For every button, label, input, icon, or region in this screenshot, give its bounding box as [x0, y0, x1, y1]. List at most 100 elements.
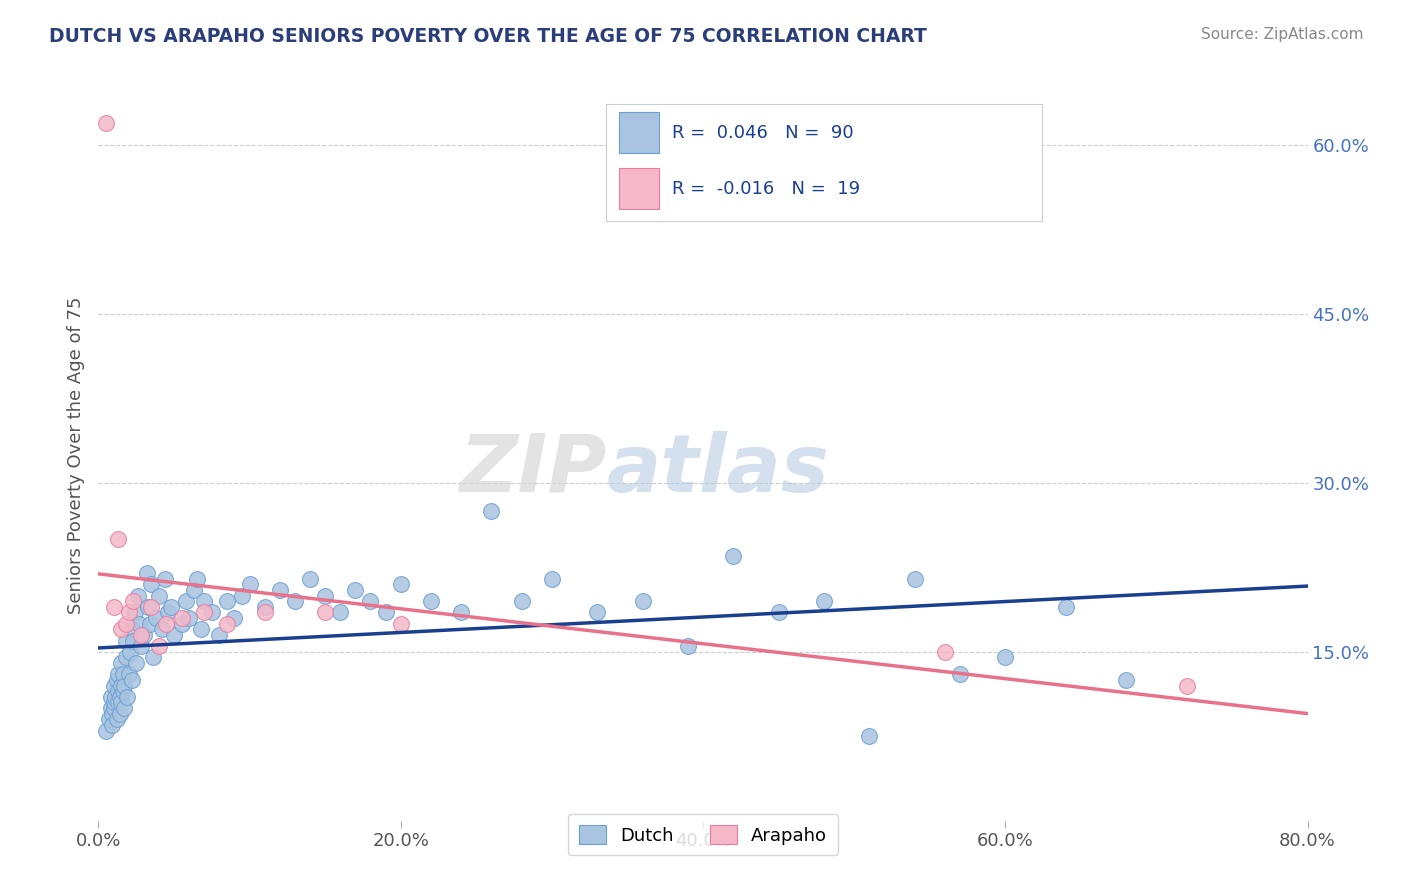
Point — [107, 696, 129, 710]
Point — [170, 616, 193, 631]
Point — [510, 594, 533, 608]
Point — [904, 572, 927, 586]
Point — [100, 690, 122, 704]
Point — [135, 566, 157, 580]
Point — [344, 582, 367, 597]
Y-axis label: Seniors Poverty Over the Age of 75: Seniors Poverty Over the Age of 75 — [66, 296, 84, 614]
Point — [103, 701, 125, 715]
Point — [269, 582, 291, 597]
Point — [108, 690, 131, 704]
Point — [145, 611, 167, 625]
Point — [141, 599, 163, 614]
Point — [631, 594, 654, 608]
Point — [170, 611, 193, 625]
Point — [111, 667, 134, 681]
Point — [215, 616, 238, 631]
Point — [94, 723, 117, 738]
Point — [934, 645, 956, 659]
Point — [253, 606, 276, 620]
Text: Source: ZipAtlas.com: Source: ZipAtlas.com — [1201, 27, 1364, 42]
Point — [540, 572, 562, 586]
Point — [231, 589, 253, 603]
Point — [994, 650, 1017, 665]
Point — [142, 650, 165, 665]
Point — [723, 549, 745, 564]
Point — [163, 628, 186, 642]
Point — [156, 606, 179, 620]
Point — [127, 589, 149, 603]
Point — [253, 599, 276, 614]
Point — [160, 599, 183, 614]
Point — [112, 679, 135, 693]
Point — [136, 599, 159, 614]
Point — [122, 594, 145, 608]
Point — [193, 594, 215, 608]
Point — [150, 623, 173, 637]
Point — [105, 712, 128, 726]
Point — [129, 639, 152, 653]
Point — [107, 667, 129, 681]
Point — [101, 718, 124, 732]
Point — [329, 606, 352, 620]
Point — [128, 616, 150, 631]
Text: ZIP: ZIP — [458, 431, 606, 508]
Point — [768, 606, 790, 620]
Point — [121, 623, 143, 637]
Point — [813, 594, 835, 608]
Point — [389, 616, 412, 631]
Point — [314, 589, 336, 603]
Point — [103, 696, 125, 710]
Point — [1175, 679, 1198, 693]
Point — [208, 628, 231, 642]
Point — [100, 701, 122, 715]
Point — [858, 729, 880, 743]
Point — [481, 504, 503, 518]
Point — [586, 606, 609, 620]
Point — [115, 690, 138, 704]
Point — [124, 606, 146, 620]
Legend: Dutch, Arapaho: Dutch, Arapaho — [568, 814, 838, 855]
Point — [107, 684, 129, 698]
Point — [103, 679, 125, 693]
Point — [193, 606, 215, 620]
Point — [110, 656, 132, 670]
Point — [389, 577, 412, 591]
Point — [110, 696, 132, 710]
Point — [120, 645, 142, 659]
Point — [676, 639, 699, 653]
Point — [110, 623, 132, 637]
Point — [101, 706, 124, 721]
Point — [114, 633, 136, 648]
Point — [1054, 599, 1077, 614]
Point — [239, 577, 262, 591]
Point — [174, 594, 197, 608]
Point — [112, 701, 135, 715]
Point — [114, 616, 136, 631]
Point — [420, 594, 443, 608]
Point — [103, 599, 125, 614]
Point — [108, 706, 131, 721]
Point — [949, 667, 972, 681]
Point — [132, 628, 155, 642]
Point — [148, 639, 170, 653]
Point — [224, 611, 246, 625]
Point — [110, 679, 132, 693]
Point — [111, 684, 134, 698]
Point — [118, 606, 141, 620]
Point — [94, 116, 117, 130]
Point — [190, 623, 212, 637]
Point — [360, 594, 382, 608]
Point — [299, 572, 322, 586]
Point — [114, 650, 136, 665]
Point — [153, 572, 176, 586]
Point — [284, 594, 307, 608]
Text: DUTCH VS ARAPAHO SENIORS POVERTY OVER THE AGE OF 75 CORRELATION CHART: DUTCH VS ARAPAHO SENIORS POVERTY OVER TH… — [49, 27, 927, 45]
Point — [1115, 673, 1137, 687]
Point — [107, 533, 129, 547]
Text: atlas: atlas — [606, 431, 830, 508]
Point — [314, 606, 336, 620]
Point — [141, 577, 163, 591]
Point — [179, 611, 201, 625]
Point — [139, 616, 162, 631]
Point — [450, 606, 472, 620]
